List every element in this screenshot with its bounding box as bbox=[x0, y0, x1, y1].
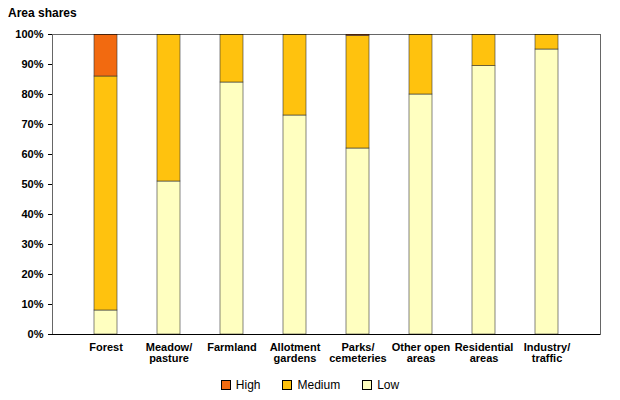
svg-text:30%: 30% bbox=[21, 238, 43, 250]
html-text:Medium: Medium bbox=[297, 378, 341, 392]
svg-text:90%: 90% bbox=[21, 58, 43, 70]
svg-text:60%: 60% bbox=[21, 148, 43, 160]
svg-text:50%: 50% bbox=[21, 178, 43, 190]
html-text:Low: Low bbox=[377, 378, 400, 392]
svg-text:Industry/traffic: Industry/traffic bbox=[524, 341, 570, 364]
html-text:High: High bbox=[235, 378, 261, 392]
svg-text:0%: 0% bbox=[28, 328, 44, 340]
svg-text:Farmland: Farmland bbox=[207, 341, 257, 353]
svg-text:70%: 70% bbox=[21, 118, 43, 130]
svg-text:Other openareas: Other openareas bbox=[392, 341, 451, 364]
html-text:Area shares: Area shares bbox=[8, 6, 77, 20]
svg-text:Residentialareas: Residentialareas bbox=[455, 341, 514, 364]
svg-text:10%: 10% bbox=[21, 298, 43, 310]
svg-text:Forest: Forest bbox=[89, 341, 123, 353]
svg-text:80%: 80% bbox=[21, 88, 43, 100]
svg-text:Allotmentgardens: Allotmentgardens bbox=[270, 341, 321, 364]
svg-text:20%: 20% bbox=[21, 268, 43, 280]
svg-text:Parks/cemeteries: Parks/cemeteries bbox=[329, 341, 387, 364]
svg-text:40%: 40% bbox=[21, 208, 43, 220]
svg-text:Meadow/pasture: Meadow/pasture bbox=[146, 341, 192, 364]
svg-text:100%: 100% bbox=[15, 28, 43, 40]
